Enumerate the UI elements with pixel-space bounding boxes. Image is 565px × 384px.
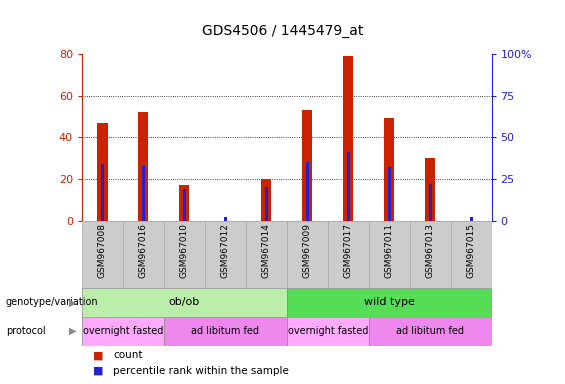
- Bar: [265, 187, 268, 221]
- Text: GSM967011: GSM967011: [385, 223, 394, 278]
- Text: GSM967013: GSM967013: [425, 223, 434, 278]
- Text: ■: ■: [93, 350, 104, 360]
- Bar: [101, 164, 104, 221]
- Text: GSM967009: GSM967009: [303, 223, 312, 278]
- Text: wild type: wild type: [364, 297, 415, 308]
- Text: ad libitum fed: ad libitum fed: [396, 326, 464, 336]
- Bar: [138, 112, 149, 221]
- Bar: [369, 317, 492, 346]
- Text: GSM967010: GSM967010: [180, 223, 189, 278]
- Text: overnight fasted: overnight fasted: [288, 326, 368, 336]
- Text: ■: ■: [93, 366, 104, 376]
- Text: ob/ob: ob/ob: [169, 297, 200, 308]
- Bar: [82, 221, 123, 288]
- Bar: [261, 179, 271, 221]
- Text: count: count: [113, 350, 142, 360]
- Text: GDS4506 / 1445479_at: GDS4506 / 1445479_at: [202, 25, 363, 38]
- Bar: [164, 221, 205, 288]
- Bar: [82, 317, 164, 346]
- Text: protocol: protocol: [6, 326, 45, 336]
- Bar: [82, 288, 287, 317]
- Bar: [224, 217, 227, 221]
- Text: GSM967012: GSM967012: [221, 223, 230, 278]
- Bar: [246, 221, 287, 288]
- Bar: [470, 217, 472, 221]
- Text: GSM967017: GSM967017: [344, 223, 353, 278]
- Bar: [302, 110, 312, 221]
- Bar: [287, 221, 328, 288]
- Bar: [287, 288, 492, 317]
- Bar: [179, 185, 189, 221]
- Bar: [425, 158, 435, 221]
- Text: ad libitum fed: ad libitum fed: [192, 326, 259, 336]
- Text: genotype/variation: genotype/variation: [6, 297, 98, 308]
- Bar: [384, 119, 394, 221]
- Bar: [205, 221, 246, 288]
- Text: ▶: ▶: [69, 297, 76, 308]
- Bar: [369, 221, 410, 288]
- Text: GSM967016: GSM967016: [139, 223, 148, 278]
- Bar: [343, 56, 353, 221]
- Bar: [142, 166, 145, 221]
- Text: percentile rank within the sample: percentile rank within the sample: [113, 366, 289, 376]
- Text: ▶: ▶: [69, 326, 76, 336]
- Text: overnight fasted: overnight fasted: [82, 326, 163, 336]
- Text: GSM967014: GSM967014: [262, 223, 271, 278]
- Bar: [123, 221, 164, 288]
- Bar: [410, 221, 451, 288]
- Bar: [388, 167, 390, 221]
- Bar: [183, 189, 186, 221]
- Bar: [451, 221, 492, 288]
- Bar: [287, 317, 369, 346]
- Bar: [429, 184, 432, 221]
- Bar: [97, 122, 107, 221]
- Text: GSM967015: GSM967015: [467, 223, 476, 278]
- Bar: [347, 152, 350, 221]
- Bar: [164, 317, 287, 346]
- Bar: [328, 221, 369, 288]
- Text: GSM967008: GSM967008: [98, 223, 107, 278]
- Bar: [306, 162, 308, 221]
